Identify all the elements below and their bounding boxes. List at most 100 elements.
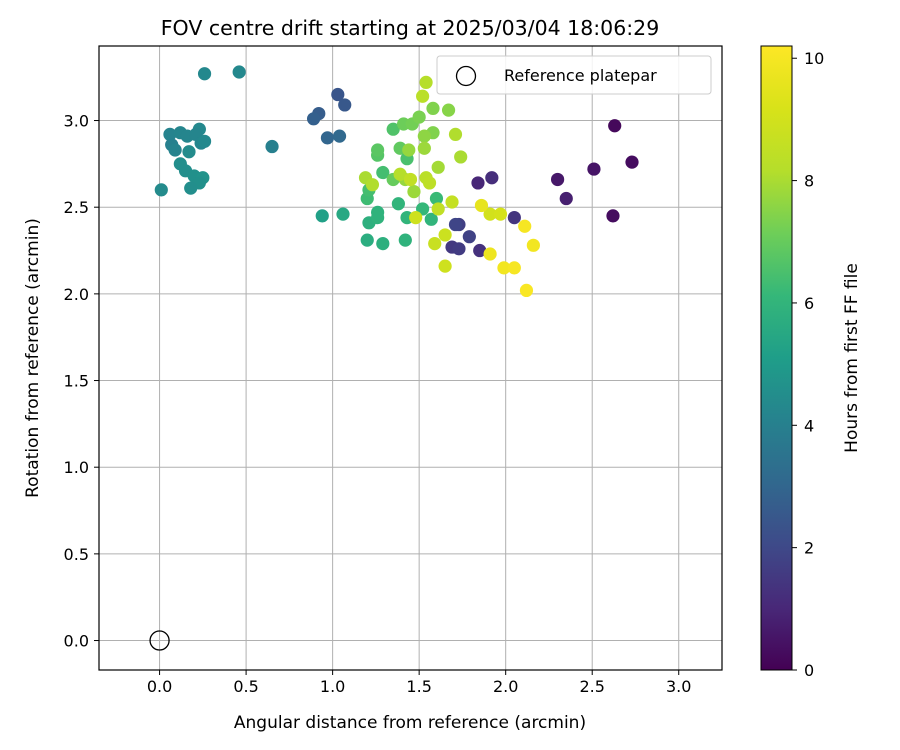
data-point — [625, 155, 639, 169]
colorbar-label: Hours from first FF file — [842, 263, 862, 453]
data-point — [391, 197, 405, 211]
data-point — [197, 134, 212, 148]
data-point — [429, 191, 444, 206]
data-point — [168, 143, 182, 157]
colorbar-ticks: 0 2 4 6 8 10 — [792, 49, 824, 680]
data-point — [441, 103, 456, 117]
data-point — [412, 110, 426, 124]
data-point — [232, 65, 246, 79]
data-point — [526, 238, 540, 252]
x-tick-label: 0.0 — [147, 677, 172, 696]
data-point — [473, 243, 487, 258]
data-point — [474, 198, 489, 213]
data-point — [403, 172, 418, 187]
data-point — [448, 217, 463, 232]
y-tick-label: 2.5 — [64, 198, 89, 217]
data-point — [471, 176, 485, 190]
data-point — [417, 129, 431, 143]
data-point — [154, 183, 168, 197]
legend-box — [436, 55, 712, 95]
data-point — [438, 259, 452, 273]
data-point — [452, 242, 466, 256]
data-point — [497, 261, 511, 275]
y-tick-label: 0.5 — [64, 545, 89, 564]
data-point — [386, 122, 400, 136]
y-axis-label: Rotation from reference (arcmin) — [23, 218, 43, 498]
colorbar: 0 2 4 6 8 10 Hours from first FF file — [760, 45, 862, 680]
data-point — [587, 162, 601, 176]
y-tick-label: 0.0 — [64, 632, 89, 651]
legend: Reference platepar — [436, 55, 712, 95]
reference-marker — [149, 630, 170, 651]
data-point — [360, 233, 374, 247]
data-point — [448, 127, 463, 141]
x-axis-label: Angular distance from reference (arcmin) — [234, 713, 586, 733]
data-point — [519, 283, 534, 297]
data-point — [306, 112, 321, 126]
data-point — [550, 172, 565, 187]
colorbar-tick-label: 2 — [804, 539, 814, 558]
x-tick-label: 1.5 — [406, 677, 431, 696]
data-point — [462, 230, 476, 244]
reference-platepar-point — [149, 630, 170, 651]
data-point — [454, 150, 468, 164]
x-tick-label: 0.5 — [233, 677, 258, 696]
data-point — [483, 247, 497, 261]
data-point — [416, 89, 430, 103]
x-axis-ticks: 0.0 0.5 1.0 1.5 2.0 2.5 3.0 — [147, 670, 691, 696]
data-point — [393, 167, 407, 181]
legend-label: Reference platepar — [504, 66, 657, 85]
data-points — [154, 65, 639, 297]
data-point — [182, 145, 196, 159]
y-tick-label: 1.0 — [64, 458, 89, 477]
data-point — [265, 139, 279, 154]
data-point — [371, 205, 385, 219]
data-point — [365, 178, 380, 192]
chart-title: FOV centre drift starting at 2025/03/04 … — [161, 16, 660, 40]
data-point — [398, 233, 412, 247]
x-tick-label: 2.0 — [493, 677, 518, 696]
data-point — [518, 219, 532, 233]
data-point — [419, 75, 433, 89]
data-point — [507, 211, 521, 225]
data-point — [409, 211, 423, 225]
data-point — [422, 176, 437, 190]
data-point — [376, 237, 390, 251]
data-point — [315, 209, 329, 223]
x-tick-label: 1.0 — [320, 677, 345, 696]
data-point — [507, 261, 521, 275]
data-point — [445, 195, 459, 209]
data-point — [197, 67, 212, 81]
data-point — [338, 98, 352, 112]
data-point — [438, 228, 452, 242]
y-tick-label: 2.0 — [64, 285, 89, 304]
plot-frame — [98, 45, 723, 671]
data-point — [428, 237, 442, 251]
data-point — [376, 165, 390, 180]
data-point — [606, 209, 620, 223]
data-point — [371, 143, 385, 157]
x-tick-label: 2.5 — [579, 677, 604, 696]
data-point — [485, 171, 499, 185]
colorbar-tick-label: 0 — [804, 661, 814, 680]
data-point — [424, 212, 438, 226]
colorbar-gradient — [760, 45, 793, 671]
y-tick-label: 3.0 — [64, 112, 89, 131]
x-tick-label: 3.0 — [666, 677, 691, 696]
y-axis-ticks: 0.0 0.5 1.0 1.5 2.0 2.5 3.0 — [64, 112, 99, 651]
data-point — [163, 127, 177, 141]
data-point — [320, 131, 335, 145]
data-point — [332, 129, 347, 143]
data-point — [483, 207, 497, 221]
data-point — [493, 207, 508, 221]
data-point — [184, 181, 198, 195]
data-point — [431, 202, 445, 216]
data-point — [431, 160, 445, 174]
colorbar-tick-label: 4 — [804, 416, 814, 435]
colorbar-tick-label: 10 — [804, 49, 824, 68]
data-point — [407, 185, 421, 199]
colorbar-tick-label: 8 — [804, 172, 814, 191]
data-point — [336, 207, 350, 221]
data-point — [417, 141, 431, 155]
data-point — [426, 101, 440, 115]
